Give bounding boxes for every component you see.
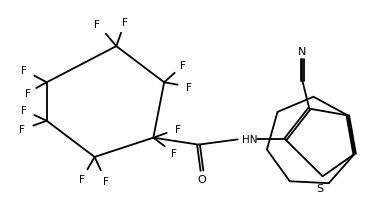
Text: F: F <box>171 149 177 159</box>
Text: F: F <box>103 176 109 186</box>
Text: S: S <box>316 183 323 193</box>
Text: N: N <box>298 47 307 57</box>
Text: F: F <box>175 124 181 134</box>
Text: F: F <box>21 66 27 76</box>
Text: F: F <box>180 61 186 71</box>
Text: F: F <box>25 88 31 98</box>
Text: F: F <box>94 19 100 29</box>
Text: F: F <box>122 18 128 28</box>
Text: F: F <box>20 125 25 135</box>
Text: O: O <box>198 174 206 184</box>
Text: F: F <box>21 106 27 116</box>
Text: F: F <box>185 82 192 92</box>
Text: HN: HN <box>242 134 257 144</box>
Text: F: F <box>79 175 84 185</box>
